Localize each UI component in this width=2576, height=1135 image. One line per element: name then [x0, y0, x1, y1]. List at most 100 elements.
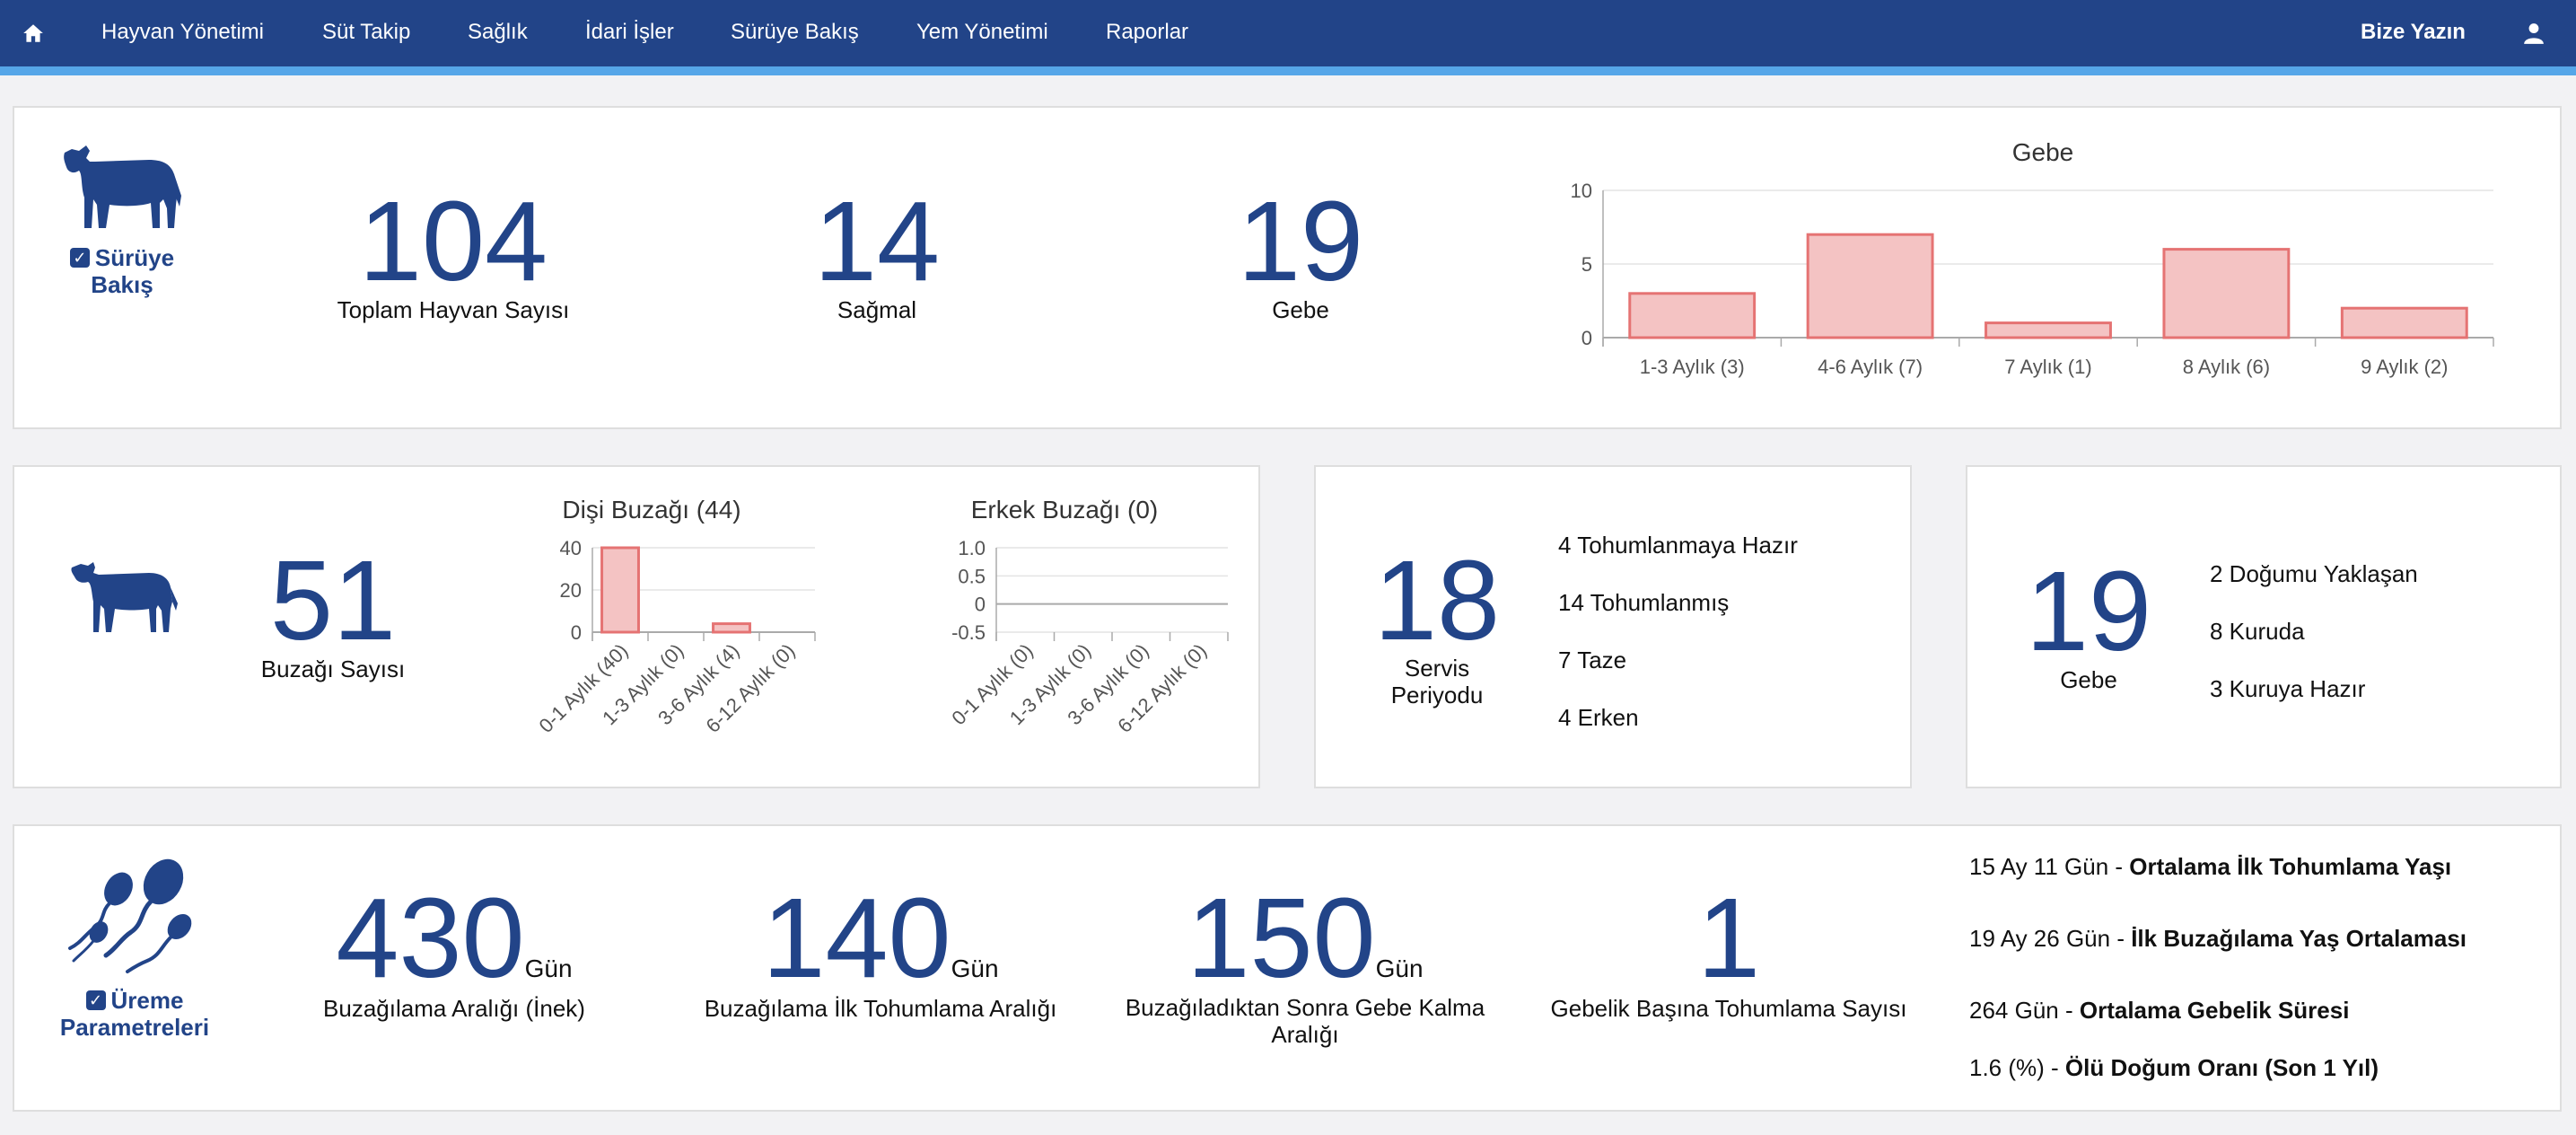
milking-label: Sağmal [837, 296, 917, 323]
y-tick-label: 0 [975, 594, 986, 616]
gestation-panel: 19 Gebe 2 Doğumu Yaklaşan 8 Kuruda 3 Kur… [1966, 465, 2562, 788]
bar[interactable] [1628, 292, 1757, 339]
bar[interactable] [712, 622, 751, 634]
calving-interval-unit: Gün [524, 955, 573, 982]
pregnant-label: Gebe [1272, 296, 1329, 323]
total-animals-label: Toplam Hayvan Sayısı [337, 296, 570, 323]
service-item-ready[interactable]: 4 Tohumlanmaya Hazır [1558, 532, 1798, 559]
service-item-fresh[interactable]: 7 Taze [1558, 647, 1627, 673]
service-label: Servis Periyodu [1334, 655, 1540, 709]
first-insemination-unit: Gün [951, 955, 999, 982]
female-calf-chart-title: Dişi Buzağı (44) [562, 496, 741, 524]
gestation-count-value: 19 [2025, 548, 2152, 674]
y-tick-label: 20 [560, 579, 582, 602]
home-icon[interactable] [22, 22, 45, 45]
stat-gestation-length: 264 Gün - Ortalama Gebelik Süresi [1969, 997, 2349, 1025]
nav-item-milk-tracking[interactable]: Süt Takip [322, 20, 411, 44]
stat-value: 1.6 (%) - [1969, 1054, 2065, 1081]
bar[interactable] [2162, 248, 2291, 339]
herd-title-line2: Bakış [91, 270, 153, 298]
herd-overview-panel: ✓ Sürüye Bakış 104 Toplam Hayvan Sayısı 1… [13, 106, 2562, 429]
stat-value: 264 Gün - [1969, 997, 2080, 1024]
open-days-value: 150 [1187, 875, 1376, 1001]
bar[interactable] [2340, 306, 2468, 339]
x-tick-label: 9 Aylık (2) [2361, 356, 2448, 378]
y-tick-label: 0 [1582, 327, 1592, 349]
pregnant-chart-title: Gebe [2011, 138, 2074, 166]
service-period-panel: 18 Servis Periyodu 4 Tohumlanmaya Hazır … [1314, 465, 1912, 788]
calves-panel: 51 Buzağı Sayısı Dişi Buzağı (44) 40 20 0 0… [13, 465, 1260, 788]
x-tick-label: 4-6 Aylık (7) [1818, 356, 1923, 378]
male-calf-chart-title: Erkek Buzağı (0) [970, 496, 1159, 524]
service-label-line1: Servis [1404, 655, 1470, 682]
y-tick-label: 1.0 [958, 537, 986, 559]
contact-link[interactable]: Bize Yazın [2361, 20, 2466, 44]
bar[interactable] [600, 546, 640, 634]
stat-label: İlk Buzağılama Yaş Ortalaması [2131, 925, 2467, 952]
first-insemination-metric: 140Gün [746, 882, 1015, 995]
open-days-label: Buzağıladıktan Sonra Gebe Kalma Aralığı [1103, 994, 1507, 1049]
stat-first-insemination-age: 15 Ay 11 Gün - Ortalama İlk Tohumlama Ya… [1969, 853, 2451, 881]
nav-item-reports[interactable]: Raporlar [1106, 20, 1189, 44]
calf-icon [71, 562, 178, 632]
checkbox-icon[interactable]: ✓ [85, 990, 106, 1011]
user-icon[interactable] [2522, 22, 2545, 45]
open-days-metric: 150Gün [1170, 882, 1440, 995]
y-tick-label: 0.5 [958, 565, 986, 587]
nav-item-health[interactable]: Sağlık [468, 20, 528, 44]
stat-label: Ortalama Gebelik Süresi [2079, 997, 2350, 1024]
open-days-unit: Gün [1375, 955, 1424, 982]
herd-overview-title[interactable]: ✓ Sürüye Bakış [50, 244, 194, 299]
calving-interval-label: Buzağılama Aralığı (İnek) [323, 995, 585, 1022]
gestation-item-dry[interactable]: 8 Kuruda [2210, 618, 2305, 645]
service-item-inseminated[interactable]: 14 Tohumlanmış [1558, 589, 1730, 616]
pregnant-bar-chart: 10 5 0 1-3 Aylık (3) 4-6 Aylık (7) 7 Aylık (1… [1571, 180, 2494, 378]
reproduction-title[interactable]: ✓ Üreme Parametreleri [36, 987, 233, 1042]
herd-title-line1: Sürüye [94, 244, 175, 271]
service-label-line2: Periyodu [1390, 681, 1484, 708]
top-navbar: Hayvan Yönetimi Süt Takip Sağlık İdari İ… [0, 0, 2576, 75]
service-item-early[interactable]: 4 Erken [1558, 704, 1639, 731]
nav-item-administrative[interactable]: İdari İşler [585, 20, 674, 44]
pregnant-value: 19 [1237, 178, 1364, 304]
checkbox-icon[interactable]: ✓ [69, 248, 90, 268]
repro-title-line2: Parametreleri [59, 1013, 210, 1041]
services-per-conception-value: 1 [1696, 875, 1761, 1001]
nav-item-animal-management[interactable]: Hayvan Yönetimi [101, 20, 264, 44]
stat-first-calving-age: 19 Ay 26 Gün - İlk Buzağılama Yaş Ortala… [1969, 925, 2466, 953]
y-tick-label: 40 [560, 537, 582, 559]
service-count-value: 18 [1373, 537, 1501, 664]
gestation-item-ready-to-dry[interactable]: 3 Kuruya Hazır [2210, 675, 2366, 702]
calf-count-value: 51 [269, 537, 397, 664]
gestation-item-due-soon[interactable]: 2 Doğumu Yaklaşan [2210, 560, 2418, 587]
nav-item-herd-overview[interactable]: Sürüye Bakış [731, 20, 859, 44]
bar[interactable] [1985, 321, 2112, 339]
nav-item-feed-management[interactable]: Yem Yönetimi [916, 20, 1048, 44]
services-per-conception-label: Gebelik Başına Tohumlama Sayısı [1550, 995, 1907, 1022]
gestation-label: Gebe [2060, 666, 2117, 693]
open-days-label-line2: Aralığı [1271, 1020, 1339, 1048]
male-calf-bar-chart: 1.00.50-0.50-1 Aylık (0)1-3 Aylık (0)3-6… [947, 537, 1229, 737]
bar[interactable] [1806, 233, 1934, 339]
total-animals-value: 104 [358, 178, 548, 304]
reproduction-panel: ✓ Üreme Parametreleri 430Gün Buzağılama A… [13, 824, 2562, 1112]
stat-label: Ortalama İlk Tohumlama Yaşı [2129, 853, 2452, 880]
x-tick-label: 7 Aylık (1) [2004, 356, 2091, 378]
stat-value: 19 Ay 26 Gün - [1969, 925, 2132, 952]
y-tick-label: 0 [571, 621, 582, 644]
repro-title-line1: Üreme [110, 987, 184, 1014]
calf-count-label: Buzağı Sayısı [260, 655, 406, 682]
sperm-icon [68, 858, 192, 973]
milking-value: 14 [813, 178, 941, 304]
y-tick-label: 5 [1582, 253, 1592, 276]
calving-interval-metric: 430Gün [320, 882, 589, 995]
cow-icon [64, 145, 181, 228]
y-tick-label: -0.5 [951, 621, 986, 644]
calving-interval-value: 430 [336, 875, 525, 1001]
stat-value: 15 Ay 11 Gün - [1969, 853, 2130, 880]
x-tick-label: 8 Aylık (6) [2183, 356, 2270, 378]
stat-label: Ölü Doğum Oranı (Son 1 Yıl) [2064, 1054, 2379, 1081]
x-tick-label: 1-3 Aylık (3) [1640, 356, 1745, 378]
open-days-label-line1: Buzağıladıktan Sonra Gebe Kalma [1125, 994, 1485, 1021]
